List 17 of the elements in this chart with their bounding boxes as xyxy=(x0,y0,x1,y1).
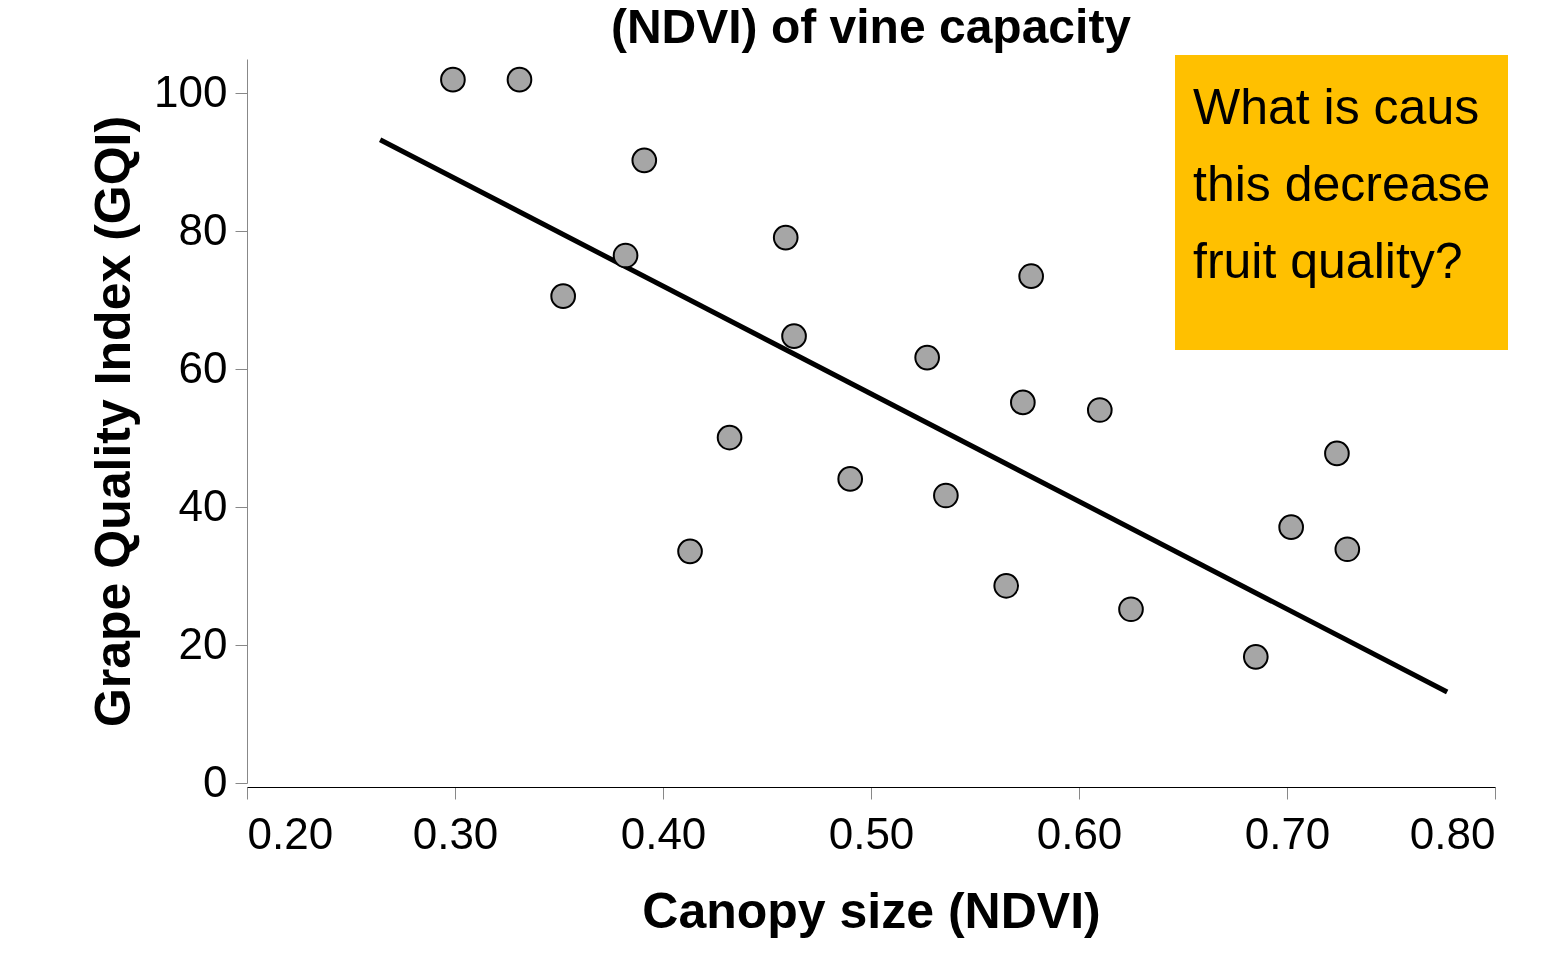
y-tick-label: 40 xyxy=(178,480,228,530)
y-tick-label: 80 xyxy=(178,204,228,254)
chart-title: (NDVI) of vine capacity xyxy=(610,0,1132,53)
x-tick-label: 0.40 xyxy=(620,808,707,858)
x-tick-label: 0.80 xyxy=(1409,808,1496,858)
y-tick-label: 0 xyxy=(203,756,228,806)
x-axis-title: Canopy size (NDVI) xyxy=(642,882,1101,939)
x-tick-label: 0.60 xyxy=(1036,808,1123,858)
x-tick-label: 0.30 xyxy=(412,808,499,858)
annotation: What is caus this decrease fruit quality? xyxy=(1175,55,1509,350)
x-tick-label: 0.50 xyxy=(828,808,915,858)
y-axis-title: Grape Quality Index (GQI) xyxy=(85,115,142,728)
y-tick-label: 20 xyxy=(178,618,228,668)
y-tick-label: 100 xyxy=(154,66,228,116)
x-tick-label: 0.70 xyxy=(1244,808,1331,858)
x-tick-label: 0.20 xyxy=(247,808,334,858)
y-tick-label: 60 xyxy=(178,342,228,392)
